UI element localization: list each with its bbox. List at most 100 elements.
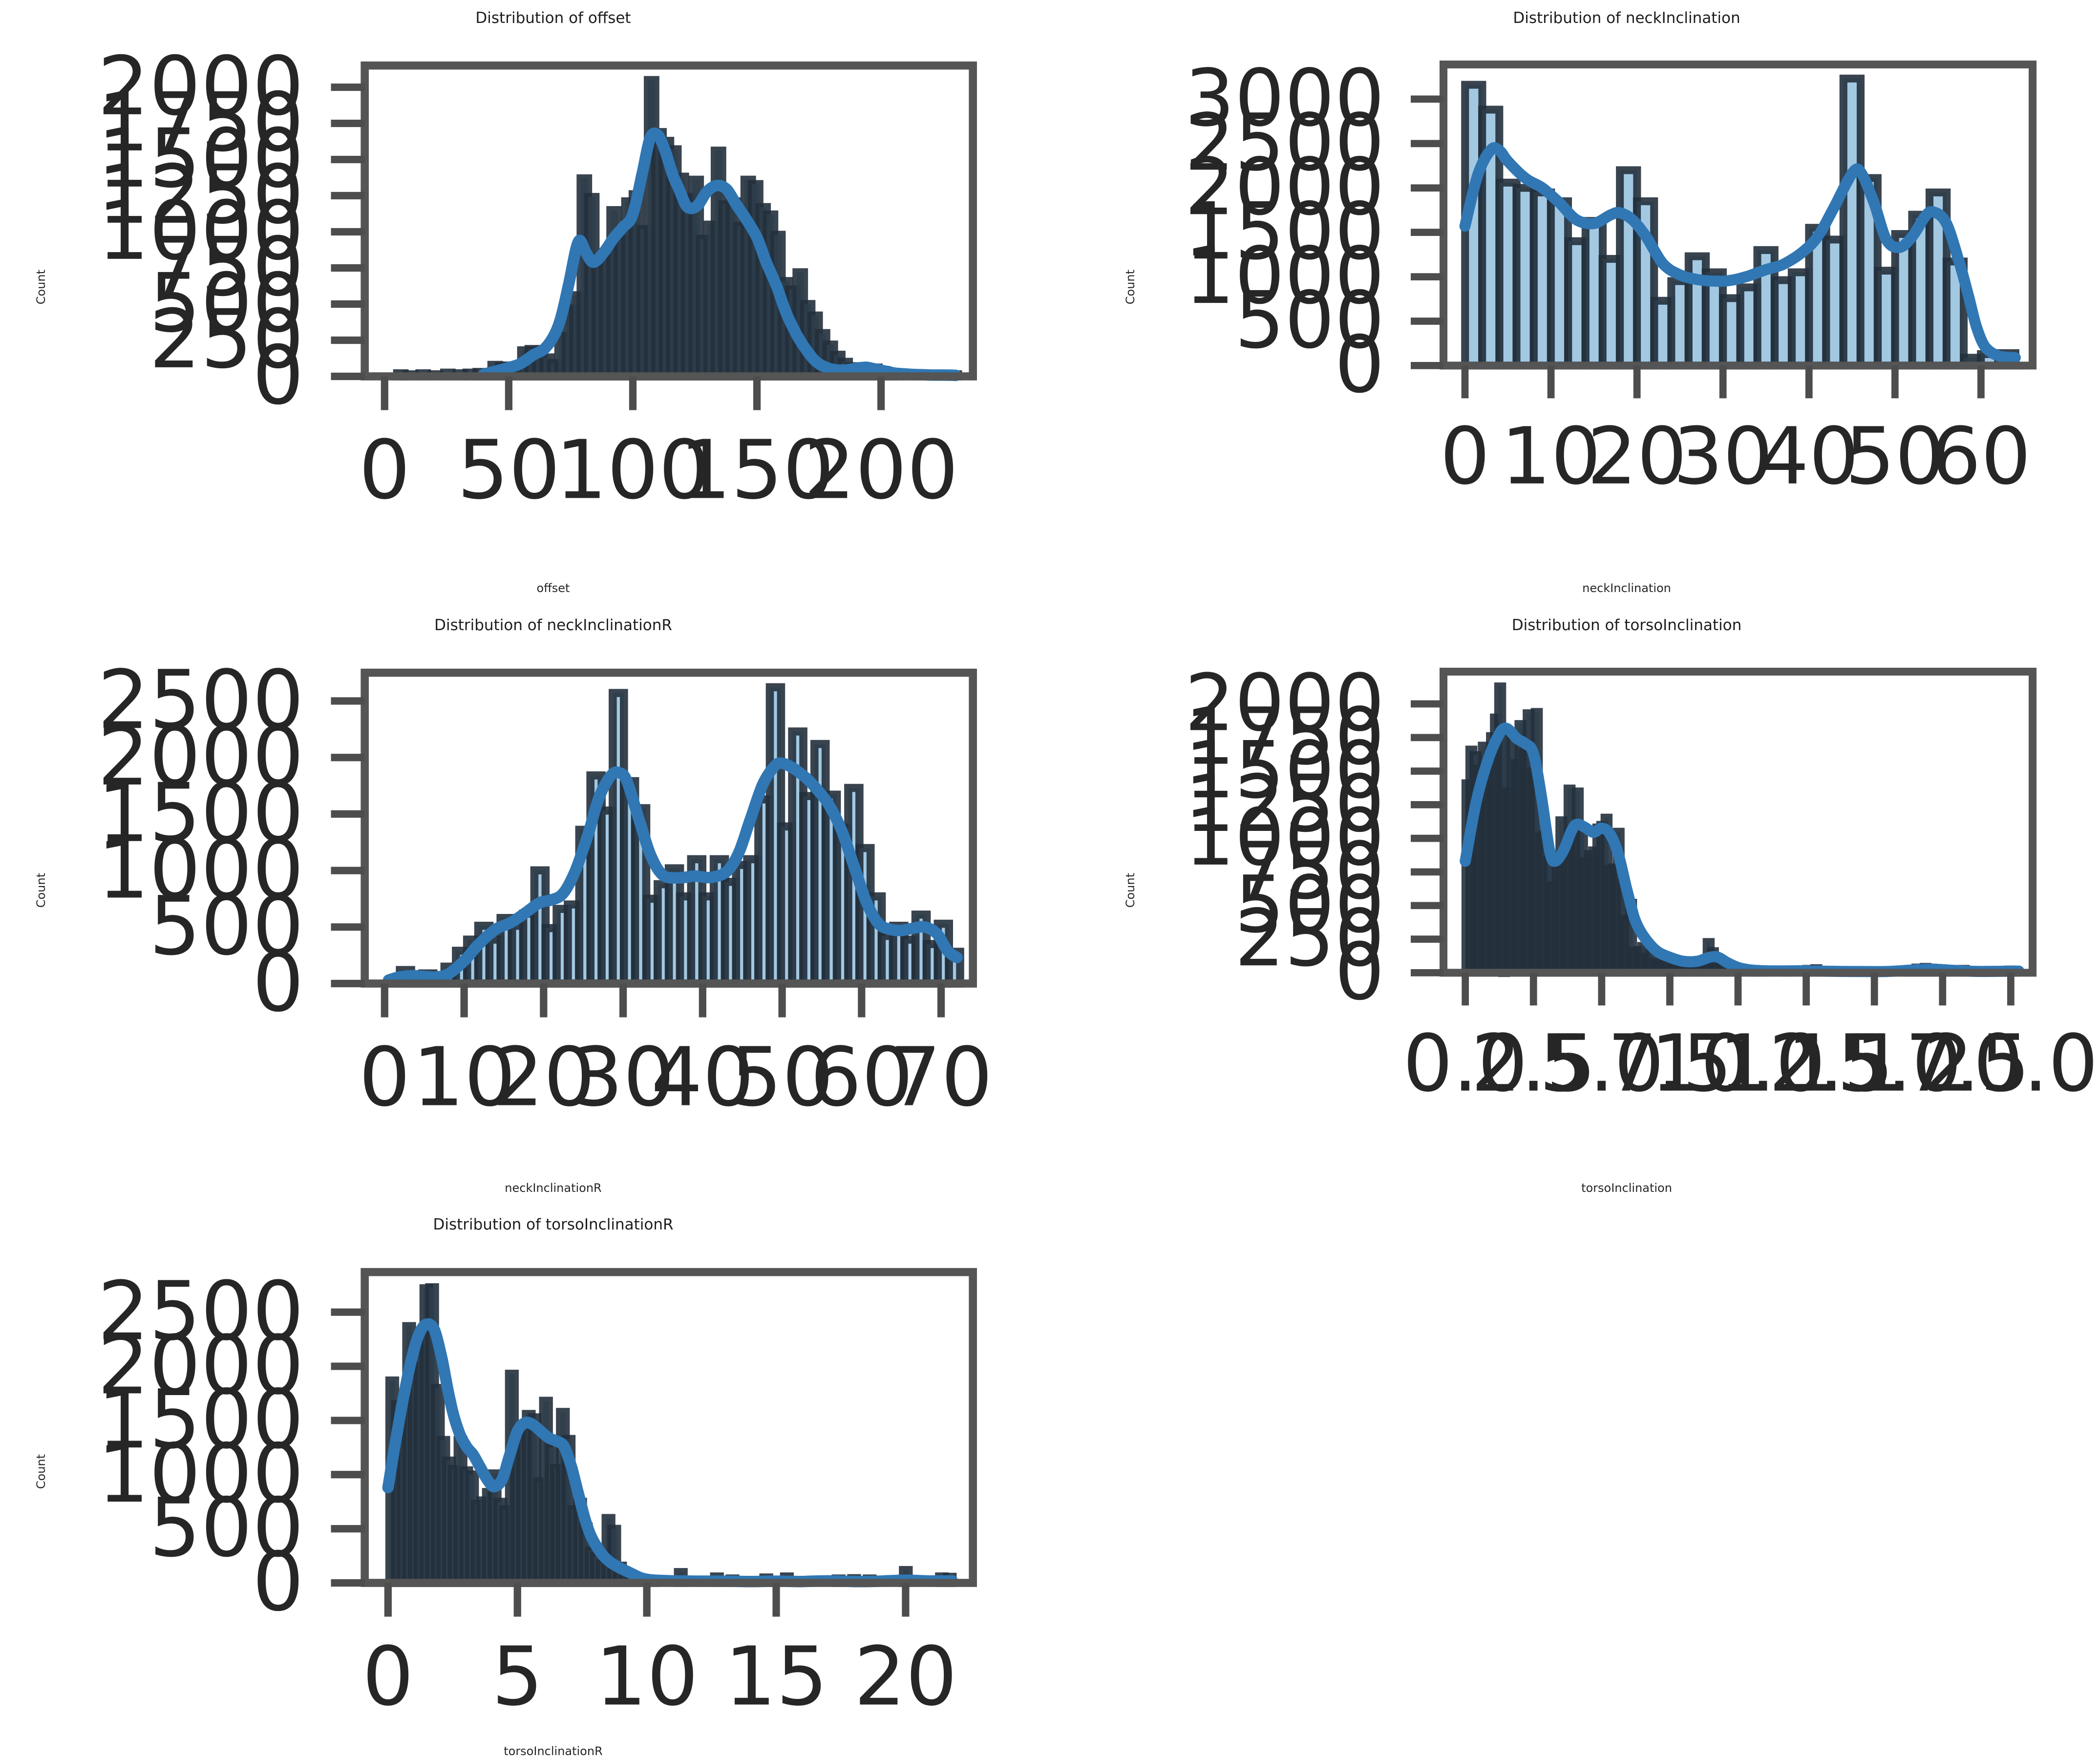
- x-axis-label: neckInclination: [1582, 581, 1671, 595]
- x-tick-label: 20: [1587, 411, 1687, 502]
- y-tick-label: 1500: [1185, 186, 1384, 277]
- histogram-bars: [384, 683, 964, 988]
- x-tick-label: 40: [1759, 411, 1859, 502]
- x-tick-label: 20.0: [1923, 1018, 2098, 1109]
- x-tick-label: 20: [854, 1630, 957, 1724]
- x-tick-label: 150: [679, 424, 834, 518]
- x-tick-label: 30: [572, 1031, 675, 1125]
- x-tick-label: 10.0: [1651, 1018, 1825, 1109]
- y-tick-label: 1750: [98, 76, 304, 170]
- y-tick-label: 0: [253, 936, 304, 1030]
- y-tick-label: 1250: [98, 148, 304, 242]
- x-tick-label: 10: [1501, 411, 1601, 502]
- chart-title: Distribution of torsoInclinationR: [433, 1216, 674, 1233]
- axes-box: [361, 668, 977, 988]
- y-tick-label: 1750: [1185, 691, 1384, 782]
- x-axis-label: offset: [536, 581, 570, 595]
- chart-title: Distribution of neckInclinationR: [434, 616, 672, 634]
- x-tick-label: 0.0: [1403, 1018, 1528, 1109]
- histogram-bars: [393, 76, 962, 381]
- chart-panel-neckInclinationR: Distribution of neckInclinationR Count 0…: [27, 610, 1040, 1196]
- x-tick-label: 12.5: [1719, 1018, 1894, 1109]
- y-tick-label: 2500: [1185, 97, 1384, 188]
- x-tick-label: 5.0: [1539, 1018, 1664, 1109]
- x-tick-label: 30: [1673, 411, 1773, 502]
- kde-curve: [382, 757, 963, 986]
- x-tick-label: 2.5: [1471, 1018, 1596, 1109]
- y-tick-label: 1500: [98, 766, 304, 861]
- x-tick-label: 15: [724, 1630, 827, 1724]
- y-tick-label: 1000: [1185, 230, 1384, 321]
- x-tick-label: 20: [492, 1031, 595, 1125]
- x-tick-label: 70: [890, 1031, 993, 1125]
- y-tick-label: 0: [253, 329, 304, 423]
- y-tick-label: 500: [149, 879, 304, 974]
- axes-box: [361, 1268, 977, 1587]
- y-tick-label: 2000: [98, 1318, 304, 1413]
- x-axis-ticks: 0 5 10 15 20: [362, 1583, 957, 1724]
- axes-box: [361, 61, 977, 381]
- x-tick-label: 0: [359, 1031, 411, 1125]
- y-tick-label: 2000: [98, 710, 304, 804]
- y-tick-label: 1000: [1185, 792, 1384, 883]
- x-tick-label: 60: [1931, 411, 2031, 502]
- y-tick-label: 1500: [98, 1373, 304, 1467]
- kde-curve: [1459, 142, 2021, 363]
- x-tick-label: 50: [730, 1031, 833, 1125]
- axes-box: [1439, 60, 2037, 370]
- y-tick-label: 2500: [98, 1265, 304, 1359]
- chart-title: Distribution of neckInclination: [1513, 9, 1740, 27]
- chart-panel-torsoInclinationR: Distribution of torsoInclinationR Count …: [27, 1209, 1040, 1759]
- y-tick-label: 1000: [98, 823, 304, 917]
- x-tick-label: 10: [412, 1031, 515, 1125]
- histogram-bars: [1461, 74, 2019, 370]
- y-tick-label: 750: [1235, 826, 1385, 917]
- y-tick-label: 250: [149, 293, 304, 387]
- histogram-bars: [385, 1283, 957, 1587]
- x-tick-label: 5: [491, 1630, 543, 1724]
- x-tick-label: 40: [651, 1031, 754, 1125]
- y-tick-label: 2000: [1185, 141, 1384, 233]
- x-tick-label: 0: [362, 1630, 414, 1724]
- y-tick-label: 250: [1235, 892, 1385, 984]
- x-tick-label: 0: [359, 424, 411, 518]
- x-tick-label: 50: [457, 424, 560, 518]
- x-axis-ticks: 0.02.55.07.510.012.515.017.520.0: [1403, 973, 2098, 1109]
- x-tick-label: 17.5: [1855, 1018, 2030, 1109]
- y-tick-label: 0: [1335, 926, 1384, 1017]
- x-axis-label: torsoInclination: [1581, 1181, 1672, 1195]
- kde-curve: [478, 127, 962, 381]
- y-tick-label: 3000: [1185, 53, 1384, 144]
- y-tick-label: 1000: [98, 184, 304, 278]
- y-tick-label: 2000: [1185, 657, 1384, 749]
- y-tick-label: 2000: [98, 40, 304, 134]
- y-tick-label: 500: [149, 1481, 304, 1575]
- x-tick-label: 10: [595, 1630, 699, 1724]
- chart-title: Distribution of offset: [475, 9, 631, 27]
- chart-title: Distribution of torsoInclination: [1511, 616, 1742, 634]
- torsoInclination-histogram-plot: 0.02.55.07.510.012.515.017.520.002505007…: [1185, 657, 2098, 1109]
- x-tick-label: 200: [804, 424, 958, 518]
- x-axis-label: neckInclinationR: [505, 1181, 602, 1195]
- x-tick-label: 60: [810, 1031, 913, 1125]
- y-tick-label: 500: [1235, 275, 1385, 366]
- x-tick-label: 0: [1440, 411, 1490, 502]
- y-tick-label: 2500: [98, 653, 304, 747]
- chart-panel-offset: Distribution of offset Count 0 50 100 150 20…: [27, 2, 1040, 596]
- y-tick-label: 0: [1335, 319, 1384, 410]
- y-tick-label: 1500: [1185, 724, 1384, 816]
- offset-histogram-plot: 0 501001502000250500750100012501500175020…: [98, 40, 977, 518]
- y-tick-label: 750: [149, 220, 304, 315]
- chart-panel-torsoInclination: Distribution of torsoInclination Count 0…: [1116, 610, 2098, 1196]
